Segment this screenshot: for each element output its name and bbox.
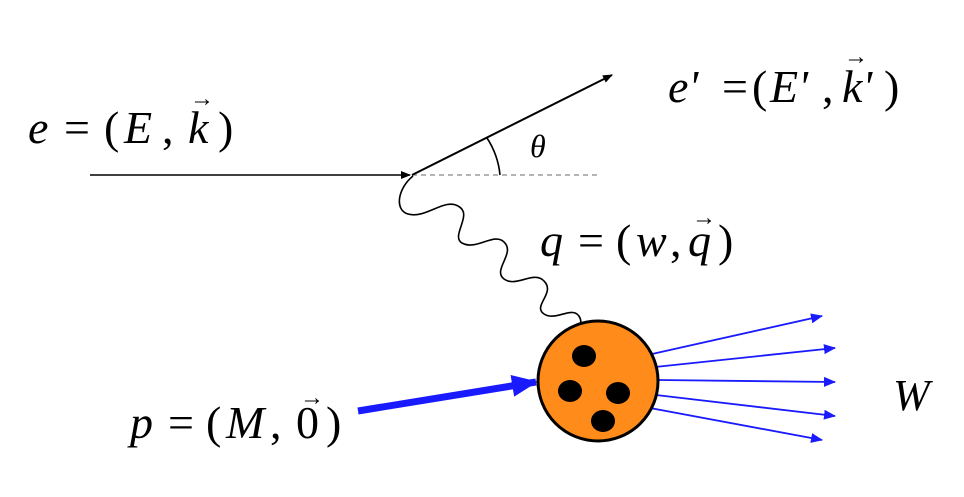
svg-text:(: ( [616,215,631,266]
svg-text:→: → [692,205,716,231]
svg-text:k': k' [842,61,873,112]
proton-arrow [357,375,538,415]
svg-text:k: k [188,102,210,153]
svg-text:e': e' [668,61,699,112]
quark [572,345,596,367]
svg-text:,: , [822,61,834,112]
quarks [558,345,630,432]
svg-text:,: , [162,102,174,153]
svg-text:e: e [28,102,48,153]
photon-label: q = ( w , q → ) [540,205,733,266]
svg-text:M: M [225,397,267,448]
svg-text:→: → [190,86,214,112]
svg-text:p: p [127,397,153,448]
outgoing-electron-label: e' = ( E' , k' → ) [668,44,899,112]
svg-text:): ) [326,397,341,448]
svg-text:w: w [636,215,667,266]
svg-text:→: → [844,44,868,70]
outgoing-electron-line [411,74,613,176]
svg-text:→: → [300,385,324,411]
hadron-arrow [655,394,836,420]
svg-text:,: , [670,215,682,266]
quark [591,410,615,432]
proton-label: p = ( M , 0 → ) [127,385,341,448]
hadron-arrow [649,407,823,443]
svg-text:=: = [578,215,604,266]
svg-text:=: = [64,102,90,153]
svg-text:(: ( [104,102,119,153]
quark [606,382,630,404]
quark [558,380,582,402]
svg-text:): ) [718,215,733,266]
incoming-electron-label: e = ( E , k → ) [28,86,233,153]
svg-text:): ) [884,61,899,112]
virtual-photon-wavy-line [398,175,582,337]
hadron-arrow [654,344,836,368]
svg-text:,: , [270,397,282,448]
svg-text:E': E' [769,61,809,112]
svg-text:): ) [218,102,233,153]
nucleon-target [536,319,660,443]
svg-text:q: q [540,215,563,266]
svg-text:(: ( [752,61,767,112]
hadron-arrows [649,313,836,443]
svg-text:0: 0 [296,397,319,448]
svg-text:=: = [168,397,194,448]
angle-label: θ [530,128,546,164]
scattering-angle-arc [486,137,501,176]
hadronic-final-state-label: W [893,371,933,420]
svg-text:(: ( [206,397,221,448]
hadron-arrow [651,313,823,355]
svg-text:=: = [722,61,748,112]
svg-text:q: q [688,215,711,266]
hadron-arrow [657,376,836,387]
svg-text:E: E [123,102,152,153]
